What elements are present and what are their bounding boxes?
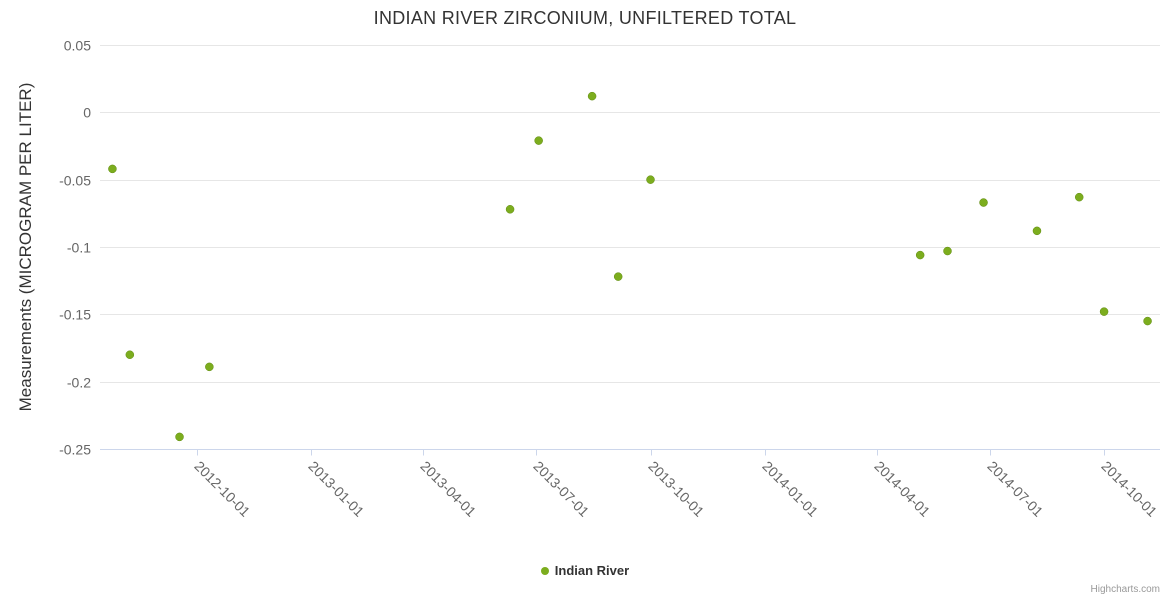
y-tick-label: 0.05 <box>64 38 91 54</box>
chart-title: INDIAN RIVER ZIRCONIUM, UNFILTERED TOTAL <box>373 8 797 28</box>
data-point[interactable] <box>125 350 135 359</box>
x-tick-label: 2013-01-01 <box>305 458 367 520</box>
x-tick-label: 2014-01-01 <box>759 458 821 520</box>
x-tick-label: 2014-04-01 <box>871 458 933 520</box>
legend-label: Indian River <box>554 563 630 578</box>
y-tick-label: -0.1 <box>67 240 91 256</box>
scatter-plot: 0.05 0 -0.05 -0.1 -0.15 -0.2 -0.25 2012-10-01 20… <box>59 38 1160 520</box>
legend-item[interactable]: Indian River <box>0 563 1170 578</box>
data-point[interactable] <box>979 198 988 207</box>
data-point[interactable] <box>613 272 623 281</box>
x-tick-label: 2013-04-01 <box>417 458 479 520</box>
legend-marker-icon <box>540 566 549 575</box>
data-point[interactable] <box>175 432 184 442</box>
x-tick-label: 2012-10-01 <box>191 458 253 520</box>
x-tick-label: 2014-07-01 <box>984 458 1046 520</box>
data-point[interactable] <box>915 250 925 260</box>
data-point[interactable] <box>1143 316 1152 326</box>
data-point[interactable] <box>1032 226 1042 236</box>
data-point[interactable] <box>1074 192 1084 202</box>
data-point[interactable] <box>534 136 543 145</box>
data-point[interactable] <box>587 91 597 101</box>
y-tick-label: -0.2 <box>67 375 91 391</box>
data-point[interactable] <box>943 246 952 256</box>
x-tick-label: 2014-10-01 <box>1098 458 1160 520</box>
x-tick-label: 2013-10-01 <box>645 458 707 520</box>
data-point[interactable] <box>205 362 214 372</box>
data-point[interactable] <box>108 164 117 174</box>
y-tick-label: -0.15 <box>59 307 91 323</box>
y-tick-label: -0.25 <box>59 442 91 458</box>
highcharts-credit[interactable]: Highcharts.com <box>1090 584 1160 595</box>
data-point[interactable] <box>1099 307 1109 316</box>
x-tick-label: 2013-07-01 <box>530 458 592 520</box>
y-tick-label: -0.05 <box>59 173 91 189</box>
data-point[interactable] <box>646 175 655 184</box>
data-point[interactable] <box>505 205 515 214</box>
y-tick-label: 0 <box>83 105 91 121</box>
